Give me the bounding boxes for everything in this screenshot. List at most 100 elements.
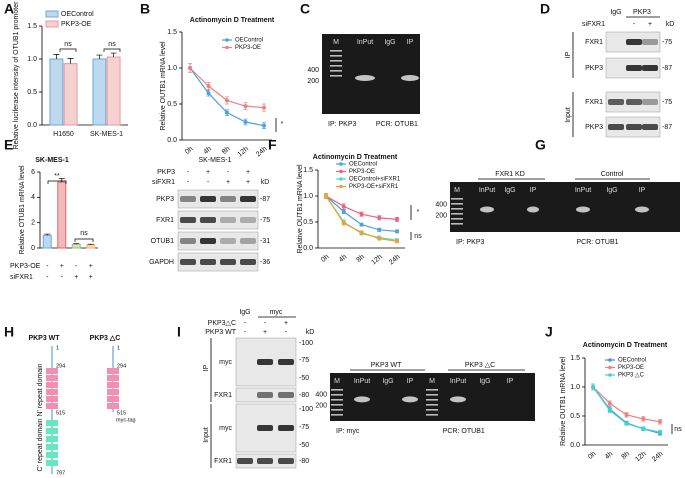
blot-band <box>257 425 273 431</box>
ladder-band <box>426 404 438 406</box>
panel-letter: E <box>4 137 13 153</box>
n-repeat <box>107 389 119 395</box>
n-repeat <box>46 375 58 381</box>
c-repeat <box>46 452 58 458</box>
sign: + <box>246 169 250 176</box>
bracket <box>47 180 67 184</box>
blot-band <box>180 217 196 223</box>
n-repeat <box>46 389 58 395</box>
ladder-band <box>330 65 342 67</box>
lane-label: IP <box>530 187 537 194</box>
lane-label: IP <box>407 378 414 385</box>
blot-band <box>180 238 196 244</box>
legend-label: PKP3-OE <box>349 169 375 175</box>
ladder-band <box>451 198 463 200</box>
legend-label: PKP3-OE <box>61 21 92 28</box>
legend-label: OEControl <box>61 11 94 18</box>
point <box>206 84 211 88</box>
weight-label: -75 <box>662 39 672 46</box>
n-repeat <box>107 396 119 402</box>
annotation: ns <box>64 41 72 48</box>
marker-label: 200 <box>435 212 447 219</box>
legend-label: PKP3-OE <box>618 365 644 371</box>
sign: + <box>206 169 210 176</box>
ladder-band <box>331 404 343 406</box>
weight-label: -50 <box>299 375 309 382</box>
legend-marker <box>608 373 612 377</box>
weight-label: -75 <box>662 99 672 106</box>
c-repeat <box>46 444 58 450</box>
ladder-band <box>426 414 438 416</box>
blot-band <box>278 425 294 431</box>
sign: + <box>246 179 250 186</box>
point <box>377 227 382 232</box>
gel <box>322 34 420 114</box>
gel-band <box>576 206 590 213</box>
chart-title: Actinomycin D Treatment <box>313 154 398 161</box>
point <box>658 419 662 424</box>
point <box>341 204 346 209</box>
row-label: PKP3△C <box>208 320 236 327</box>
point <box>225 110 229 115</box>
sign: + <box>648 21 652 28</box>
bar <box>63 63 78 126</box>
sign: - <box>633 21 636 28</box>
ladder-band <box>331 414 343 416</box>
y-tick-label: 0.0 <box>303 245 313 252</box>
point <box>324 194 328 198</box>
y-tick-label: 1.0 <box>27 56 37 63</box>
x-tick-label: 12h <box>370 254 384 267</box>
bar <box>42 234 52 249</box>
band-label: FXR1 <box>585 99 603 106</box>
legend-label: OEControl+siFXR1 <box>349 177 401 183</box>
construct-name: PKP3 △C <box>90 335 121 342</box>
x-tick-label: 0h <box>320 254 331 264</box>
panel-letter: F <box>268 137 277 153</box>
panel-letter: C <box>300 1 310 17</box>
gel-band <box>480 206 494 213</box>
sign: - <box>227 169 230 176</box>
weight-label: -80 <box>299 458 309 465</box>
chart-title: SK-MES-1 <box>35 157 69 164</box>
marker-label: 400 <box>307 67 319 74</box>
sign: + <box>263 329 267 336</box>
blot-band <box>608 124 624 130</box>
point <box>341 221 346 226</box>
n-repeat <box>46 382 58 388</box>
x-tick-label: SK-MES-1 <box>90 131 123 138</box>
x-tick-label: 0h <box>184 146 195 156</box>
y-axis-label: Relative luciferase intensity of OTUB1 p… <box>13 1 20 150</box>
x-tick-label: 4h <box>202 146 213 156</box>
panel-letter: A <box>4 1 14 17</box>
section-label: Input <box>203 427 210 443</box>
row-label: siFXR1 <box>10 274 33 281</box>
group-label: PKP3 WT <box>371 362 402 369</box>
sign: + <box>284 320 288 327</box>
legend-marker <box>225 45 229 50</box>
annotation: ns <box>108 41 116 48</box>
error-bar <box>96 54 103 59</box>
position-label: 294 <box>56 363 65 369</box>
row-label: PKP3 <box>157 169 175 176</box>
legend-marker <box>339 177 343 181</box>
section-label: IP <box>203 364 210 371</box>
point <box>395 217 399 222</box>
annotation: ** <box>54 173 60 180</box>
sign: + <box>89 274 93 281</box>
point <box>624 421 629 426</box>
error-bar <box>87 243 94 245</box>
weight-label: -100 <box>299 340 313 347</box>
c-repeat <box>46 460 58 466</box>
blot-band <box>626 65 642 71</box>
group-label: IgG <box>239 309 250 316</box>
y-tick-label: 4 <box>31 194 35 201</box>
ladder-band <box>451 218 463 220</box>
gel-band <box>401 75 419 81</box>
legend-marker <box>339 162 343 166</box>
marker-label: 200 <box>315 402 327 409</box>
chart-title: Actinomycin D Treatment <box>190 17 275 24</box>
band-label: PKP3 <box>585 124 603 131</box>
panel-letter: H <box>4 324 14 340</box>
point <box>262 105 266 110</box>
y-tick-label: 1.5 <box>303 167 313 174</box>
